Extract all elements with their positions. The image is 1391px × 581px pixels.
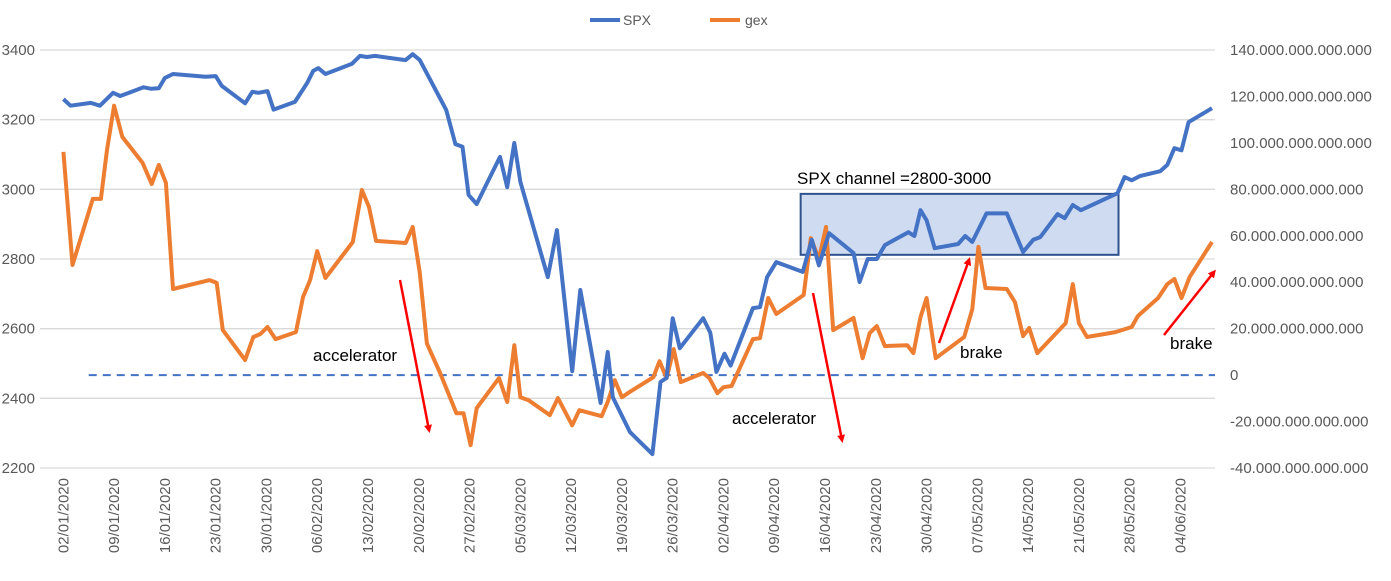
left-y-axis: 2200 2400 2600 2800 3000 3200 3400: [2, 42, 35, 477]
right-tick-label: 120.000.000.000.000: [1230, 88, 1372, 105]
left-tick-label: 3400: [2, 42, 35, 59]
legend-label-spx: SPX: [623, 12, 652, 28]
x-tick-label: 21/05/2020: [1071, 478, 1088, 553]
left-tick-label: 2400: [2, 390, 35, 407]
left-tick-label: 2800: [2, 251, 35, 268]
x-tick-label: 14/05/2020: [1020, 478, 1037, 553]
x-tick-label: 30/01/2020: [258, 478, 275, 553]
right-tick-label: 20.000.000.000.000: [1230, 321, 1363, 338]
legend-label-gex: gex: [745, 12, 768, 28]
x-tick-label: 02/04/2020: [715, 478, 732, 553]
right-tick-label: 0: [1230, 367, 1238, 384]
gex-series-line: [61, 103, 1214, 448]
channel-label: SPX channel =2800-3000: [797, 169, 991, 188]
left-tick-label: 2200: [2, 460, 35, 477]
right-tick-label: 140.000.000.000.000: [1230, 42, 1372, 59]
x-tick-label: 09/01/2020: [106, 478, 123, 553]
arrow-up-icon: [1163, 269, 1216, 336]
right-y-axis: -40.000.000.000.000 -20.000.000.000.000 0 2…: [1230, 42, 1372, 477]
spx-series-line: [62, 52, 1214, 457]
x-tick-label: 02/01/2020: [55, 478, 72, 553]
x-tick-label: 06/02/2020: [309, 478, 326, 553]
left-tick-label: 3000: [2, 181, 35, 198]
arrow-down-icon: [811, 292, 845, 443]
gridlines: [40, 49, 1215, 469]
right-tick-label: 80.000.000.000.000: [1230, 181, 1363, 198]
gex-points: [63, 105, 1212, 446]
x-tick-label: 30/04/2020: [919, 478, 936, 553]
spx-points: [63, 54, 1212, 455]
annotation-brake-1: brake: [960, 343, 1003, 362]
left-tick-label: 3200: [2, 112, 35, 129]
right-tick-label: 60.000.000.000.000: [1230, 228, 1363, 245]
x-tick-label: 16/04/2020: [817, 478, 834, 553]
right-tick-label: -20.000.000.000.000: [1230, 414, 1368, 431]
x-tick-label: 05/03/2020: [512, 478, 529, 553]
right-tick-label: 100.000.000.000.000: [1230, 135, 1372, 152]
x-tick-label: 09/04/2020: [766, 478, 783, 553]
x-tick-label: 07/05/2020: [969, 478, 986, 553]
spx-channel-box: [799, 192, 1120, 256]
left-tick-label: 2600: [2, 321, 35, 338]
x-tick-label: 12/03/2020: [563, 478, 580, 553]
x-tick-label: 28/05/2020: [1122, 478, 1139, 553]
annotation-brake-2: brake: [1170, 334, 1213, 353]
x-tick-label: 16/01/2020: [157, 478, 174, 553]
x-tick-label: 13/02/2020: [360, 478, 377, 553]
arrow-up-icon: [937, 257, 972, 344]
x-tick-label: 23/04/2020: [868, 478, 885, 553]
right-tick-label: 40.000.000.000.000: [1230, 274, 1363, 291]
arrow-down-icon: [398, 279, 432, 433]
x-tick-label: 20/02/2020: [411, 478, 428, 553]
annotation-accelerator-1: accelerator: [313, 346, 397, 365]
x-tick-label: 27/02/2020: [462, 478, 479, 553]
x-axis: 02/01/2020 09/01/2020 16/01/2020 23/01/2020…: [55, 478, 1189, 553]
x-tick-label: 04/06/2020: [1172, 478, 1189, 553]
right-tick-label: -40.000.000.000.000: [1230, 460, 1368, 477]
annotation-accelerator-2: accelerator: [732, 409, 816, 428]
x-tick-label: 23/01/2020: [208, 478, 225, 553]
x-tick-label: 19/03/2020: [614, 478, 631, 553]
legend: SPX gex: [590, 12, 768, 28]
x-tick-label: 26/03/2020: [665, 478, 682, 553]
